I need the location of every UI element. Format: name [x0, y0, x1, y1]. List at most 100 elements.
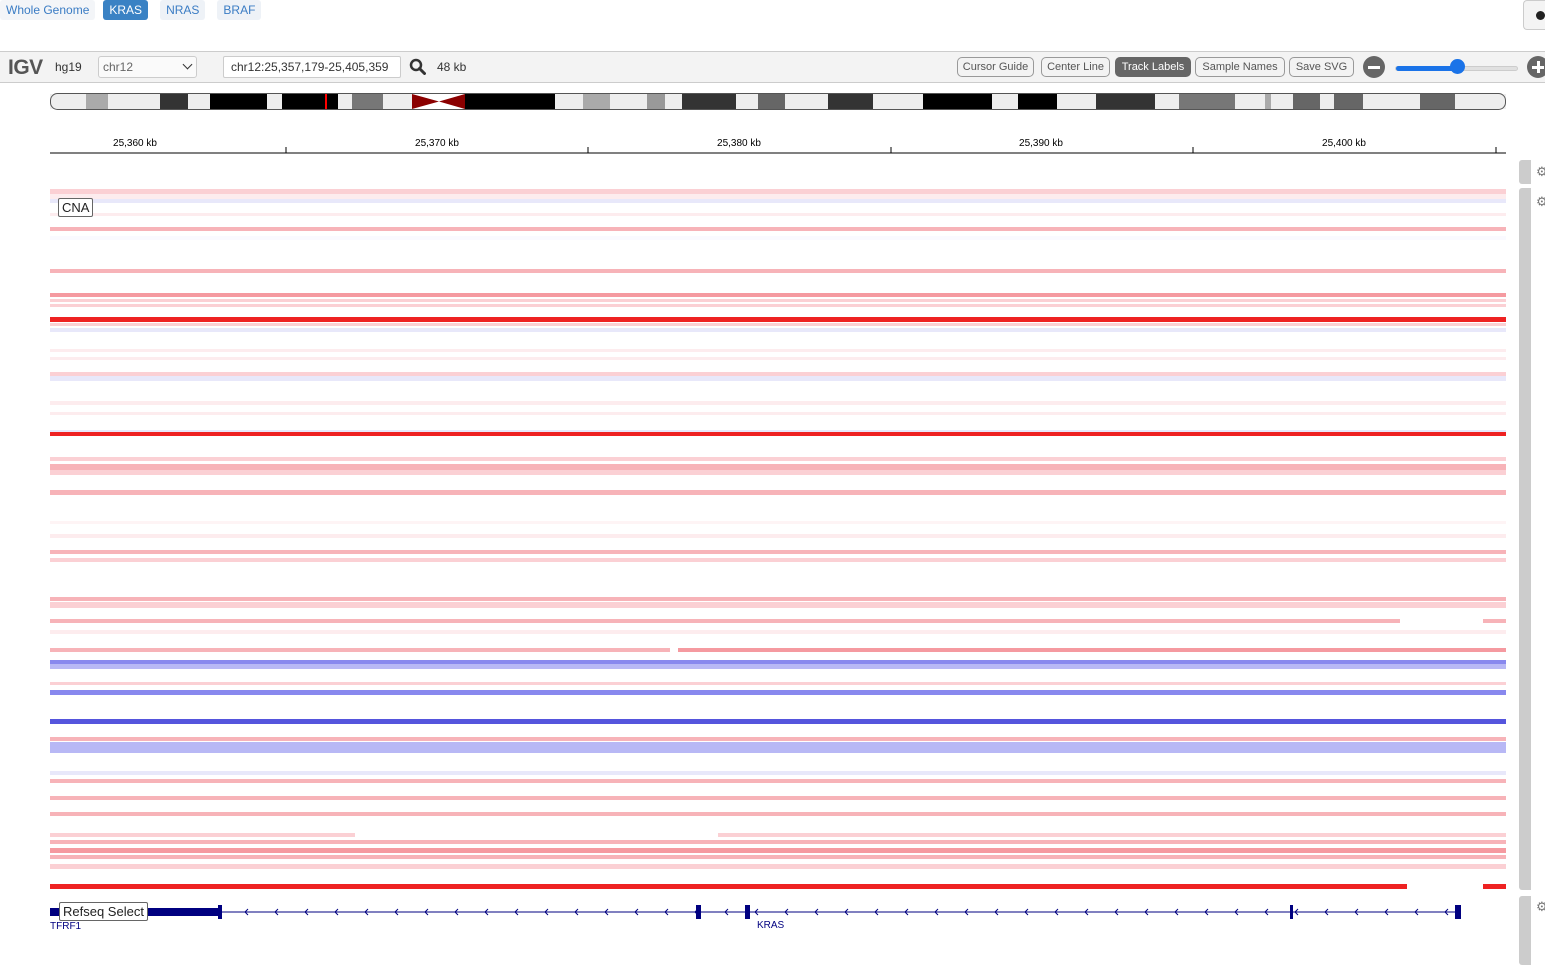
- corner-menu-button[interactable]: [1523, 0, 1545, 30]
- gene-button-nras[interactable]: NRAS: [160, 0, 206, 20]
- cna-segment[interactable]: [50, 690, 1506, 695]
- gene-button-kras[interactable]: KRAS: [103, 0, 149, 20]
- gene-exon[interactable]: [1455, 908, 1461, 915]
- cna-segment[interactable]: [678, 648, 1506, 652]
- save-svg-button[interactable]: Save SVG: [1289, 57, 1354, 77]
- strand-arrow: [1144, 908, 1149, 916]
- cna-segment[interactable]: [1483, 884, 1506, 889]
- cna-segment[interactable]: [50, 401, 1506, 405]
- track-panel: ⚙ ⚙ ⚙ CNA Refseq Select TFRF1 KRAS: [0, 160, 1545, 965]
- cna-segment[interactable]: [50, 328, 1506, 332]
- cna-segment[interactable]: [50, 771, 1506, 775]
- zoom-in-icon[interactable]: [1527, 56, 1545, 78]
- locus-search-input[interactable]: chr12:25,357,179-25,405,359: [223, 56, 401, 78]
- cna-segment[interactable]: [50, 630, 1506, 634]
- cna-segment[interactable]: [50, 357, 1506, 360]
- center-line-button[interactable]: Center Line: [1041, 57, 1110, 77]
- chromosome-select[interactable]: chr12: [98, 56, 197, 78]
- gene-exon[interactable]: [218, 905, 222, 919]
- strand-arrow: [934, 908, 939, 916]
- cna-segment[interactable]: [50, 648, 670, 652]
- cna-segment[interactable]: [50, 742, 1506, 748]
- strand-arrow: [784, 908, 789, 916]
- cna-segment[interactable]: [50, 558, 1506, 562]
- cna-segment[interactable]: [50, 521, 1506, 524]
- genome-label[interactable]: hg19: [55, 60, 82, 74]
- strand-arrow: [1234, 908, 1239, 916]
- cna-segment[interactable]: [50, 796, 1506, 800]
- cna-segment[interactable]: [1483, 619, 1506, 623]
- cna-segment[interactable]: [50, 619, 1400, 623]
- cna-segment[interactable]: [50, 812, 1506, 816]
- cna-segment[interactable]: [50, 304, 1506, 307]
- cna-segment[interactable]: [50, 227, 1506, 231]
- cna-segment[interactable]: [50, 664, 1506, 669]
- cna-segment[interactable]: [50, 199, 1506, 203]
- cna-segment[interactable]: [50, 884, 1407, 889]
- cna-segment[interactable]: [50, 269, 1506, 273]
- cna-segment[interactable]: [50, 597, 1506, 601]
- cna-segment[interactable]: [50, 848, 1506, 853]
- refseq-track[interactable]: [50, 905, 1461, 919]
- cna-segment[interactable]: [50, 719, 1506, 724]
- cna-segment[interactable]: [50, 432, 1506, 436]
- sample-names-button[interactable]: Sample Names: [1195, 57, 1285, 77]
- cna-segment[interactable]: [50, 194, 1506, 200]
- chromosome-ideogram[interactable]: [50, 93, 1506, 110]
- strand-arrow: [1444, 908, 1449, 916]
- cna-segment[interactable]: [50, 660, 1506, 664]
- cna-segment[interactable]: [50, 470, 1506, 475]
- cna-segment[interactable]: [50, 317, 1506, 322]
- zoom-slider-thumb[interactable]: [1449, 59, 1465, 74]
- cna-segment[interactable]: [50, 682, 1506, 685]
- gene-exon[interactable]: [696, 905, 701, 919]
- cna-segment[interactable]: [50, 737, 1506, 741]
- gene-exon[interactable]: [745, 905, 750, 919]
- cna-track[interactable]: [50, 189, 1506, 889]
- zoom-out-icon[interactable]: [1363, 56, 1385, 78]
- cna-segment[interactable]: [50, 376, 1506, 381]
- cna-segment[interactable]: [50, 464, 1506, 470]
- search-icon[interactable]: [409, 58, 426, 75]
- cna-segment[interactable]: [50, 748, 1506, 753]
- gene-button-braf[interactable]: BRAF: [217, 0, 262, 20]
- cna-segment[interactable]: [50, 293, 1506, 297]
- cna-segment[interactable]: [50, 236, 1506, 240]
- cna-segment[interactable]: [50, 213, 1506, 216]
- cna-segment[interactable]: [50, 299, 1506, 302]
- cna-segment[interactable]: [50, 349, 1506, 352]
- gear-icon[interactable]: ⚙: [1536, 194, 1545, 209]
- cna-segment[interactable]: [50, 550, 1506, 554]
- cna-segment[interactable]: [50, 833, 355, 837]
- cursor-guide-button[interactable]: Cursor Guide: [957, 57, 1034, 77]
- cna-segment[interactable]: [50, 534, 1506, 538]
- strand-arrow: [1084, 908, 1089, 916]
- ruler-tick-label: 25,400 kb: [1322, 138, 1366, 149]
- track-scrollbar[interactable]: [1519, 160, 1531, 184]
- cna-segment[interactable]: [50, 864, 1506, 869]
- strand-arrow: [514, 908, 519, 916]
- cna-segment[interactable]: [50, 855, 1506, 859]
- gene-button-whole-genome[interactable]: Whole Genome: [0, 0, 96, 20]
- track-labels-button[interactable]: Track Labels: [1115, 57, 1191, 77]
- cna-segment[interactable]: [50, 490, 1506, 495]
- gene-name-tfrf1[interactable]: TFRF1: [50, 921, 82, 932]
- cna-segment[interactable]: [50, 779, 1506, 783]
- cna-segment[interactable]: [50, 602, 1506, 608]
- gear-icon[interactable]: ⚙: [1536, 164, 1545, 179]
- gene-name-kras[interactable]: KRAS: [757, 920, 785, 931]
- cna-segment[interactable]: [50, 430, 1506, 433]
- cna-segment[interactable]: [50, 412, 1506, 415]
- strand-arrow: [1174, 908, 1179, 916]
- cna-segment[interactable]: [50, 457, 1506, 461]
- track-scrollbar[interactable]: [1519, 896, 1531, 965]
- track-scrollbar[interactable]: [1519, 188, 1531, 890]
- gear-icon[interactable]: ⚙: [1536, 899, 1545, 914]
- cna-segment[interactable]: [50, 840, 1506, 844]
- cna-segment[interactable]: [50, 323, 1506, 326]
- strand-arrow: [1354, 908, 1359, 916]
- cna-segment[interactable]: [50, 372, 1506, 376]
- cna-segment[interactable]: [50, 189, 1506, 194]
- gene-exon[interactable]: [1290, 905, 1293, 919]
- cna-segment[interactable]: [718, 833, 1506, 837]
